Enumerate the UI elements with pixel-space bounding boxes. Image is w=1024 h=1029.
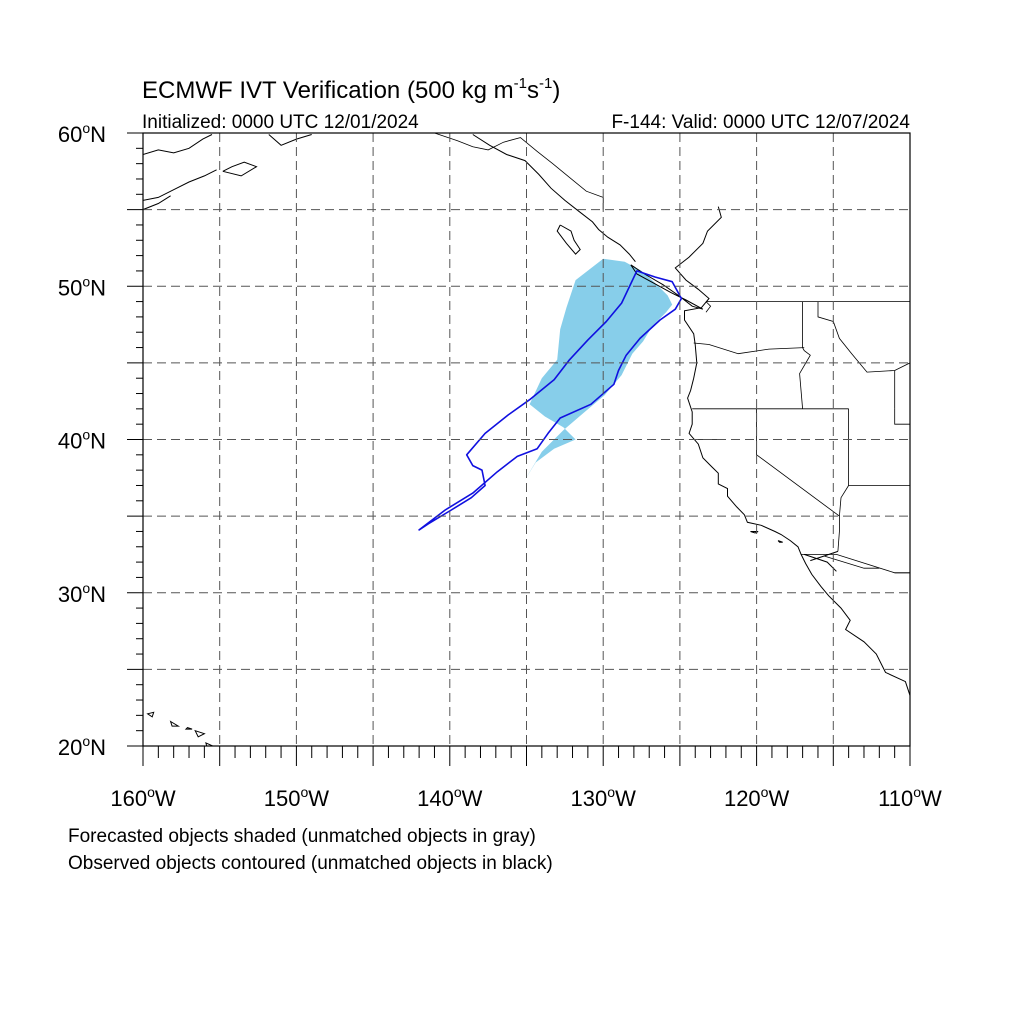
lat-label: 50oN [58,273,106,300]
border-8 [894,408,910,425]
border-9 [817,301,910,373]
border-5 [799,301,811,409]
island-2 [184,727,193,730]
island-1 [169,720,181,727]
island-3 [194,729,206,738]
map-title: ECMWF IVT Verification (500 kg m-1s-1) [142,75,560,104]
footnote-observed: Observed objects contoured (unmatched ob… [68,853,553,874]
map-title-main: ECMWF IVT Verification (500 kg m [142,77,514,104]
border-1 [434,133,604,210]
observed-object-contour [418,270,683,531]
coastline-6 [143,195,171,211]
valid-time-label: F-144: Valid: 0000 UTC 12/07/2024 [611,112,910,133]
lon-label: 160oW [110,784,176,811]
island-6 [777,540,783,543]
forecast-object-shading [523,258,673,483]
coastline-1 [630,264,704,310]
lat-label: 20oN [58,733,106,760]
lon-label: 150oW [264,784,330,811]
footnote-forecast: Forecasted objects shaded (unmatched obj… [68,826,536,847]
border-14 [705,301,712,313]
coastline-4 [143,134,213,155]
lat-label: 30oN [58,580,106,607]
coastline-2 [472,134,636,263]
coastline-8 [268,134,312,146]
init-time-label: Initialized: 0000 UTC 12/01/2024 [142,112,419,133]
border-12 [839,485,849,517]
coastline-0 [674,206,910,698]
border-16 [823,555,880,569]
lon-label: 140oW [417,784,483,811]
map-title-exp1: -1 [514,75,527,92]
coastline-3 [556,224,581,255]
coastline-5 [143,169,217,201]
map-title-mid: s [527,77,539,104]
coastline-7 [222,161,258,177]
lon-label: 130oW [571,784,637,811]
border-4 [756,408,840,552]
map-title-close: ) [552,77,560,104]
border-2 [801,554,910,574]
island-0 [146,711,155,718]
lat-label: 40oN [58,427,106,454]
border-6 [693,342,805,355]
map-title-exp2: -1 [539,75,552,92]
lon-label: 120oW [724,784,790,811]
lon-label: 110oW [878,784,942,811]
lat-label: 60oN [58,120,106,147]
